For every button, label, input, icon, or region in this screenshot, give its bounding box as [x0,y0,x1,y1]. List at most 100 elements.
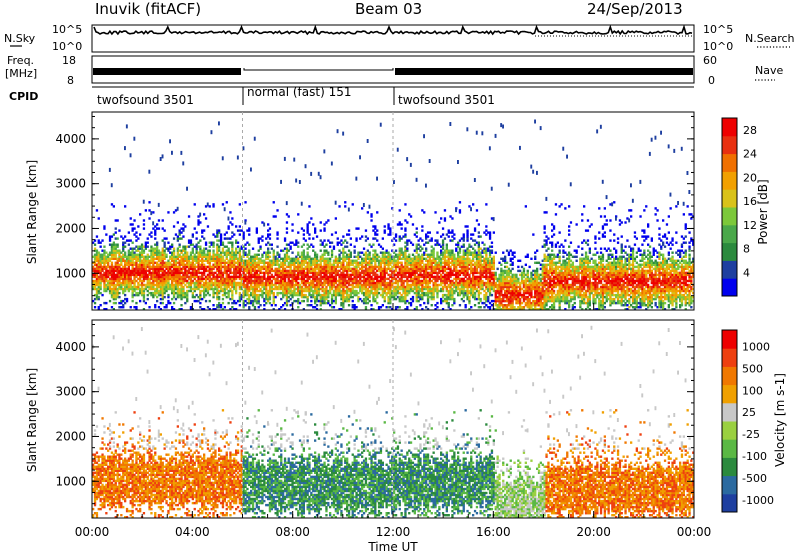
heatmap-cell [306,299,309,303]
heatmap-cell [330,301,334,305]
heatmap-cell [306,231,309,234]
heatmap-cell [163,263,166,266]
heatmap-cell [161,291,164,295]
heatmap-cell [99,245,102,248]
heatmap-cell [276,261,279,264]
heatmap-cell [93,259,97,262]
heatmap-cell [278,271,281,275]
heatmap-cell [379,281,383,285]
heatmap-cell [212,293,215,297]
heatmap-cell [152,227,155,230]
heatmap-cell [133,289,136,293]
heatmap-cell [244,251,247,254]
heatmap-cell [346,269,349,273]
heatmap-cell [265,253,268,256]
heatmap-cell [261,221,264,224]
heatmap-cell [229,267,232,271]
heatmap-cell [208,299,211,303]
heatmap-cell [389,299,392,303]
heatmap-cell [464,304,467,307]
heatmap-cell [426,267,430,271]
heatmap-cell [428,231,431,234]
heatmap-cell [473,269,477,273]
heatmap-cell [329,304,332,307]
heatmap-cell [347,269,351,273]
heatmap-cell [156,279,159,283]
heatmap-cell [276,277,279,281]
heatmap-cell [231,275,234,279]
heatmap-cell [344,283,347,287]
heatmap-cell [389,283,392,287]
heatmap-cell [95,279,99,283]
heatmap-cell [443,275,447,279]
heatmap-cell [304,261,307,264]
heatmap-cell [346,245,349,248]
heatmap-cell [240,247,243,250]
heatmap-cell [140,269,144,273]
heatmap-cell [270,281,273,285]
heatmap-cell [361,259,364,262]
heatmap-cell [449,265,452,269]
heatmap-cell [110,306,114,309]
heatmap-cell [323,245,326,248]
heatmap-cell [308,283,311,287]
noise-panel: N.Sky 10^5 10^0 N.Search 10^5 10^0 [4,23,795,53]
heatmap-cell [259,257,262,260]
heatmap-cell [184,245,187,248]
heatmap-cell [146,293,149,297]
heatmap-cell [95,263,99,266]
heatmap-cell [349,289,352,293]
heatmap-cell [131,291,134,295]
heatmap-cell [120,283,123,287]
heatmap-cell [419,275,422,279]
heatmap-cell [105,285,108,289]
heatmap-cell [312,281,315,285]
heatmap-cell [449,279,452,283]
heatmap-cell [374,291,377,295]
heatmap-cell [438,265,441,269]
heatmap-cell [282,293,285,297]
heatmap-cell [287,249,290,252]
heatmap-cell [293,267,296,271]
heatmap-cell [197,219,200,222]
heatmap-cell [161,277,164,281]
heatmap-cell [434,261,437,264]
heatmap-cell [389,291,392,295]
heatmap-cell [255,295,258,299]
heatmap-cell [364,235,368,238]
heatmap-cell [253,295,257,299]
heatmap-cell [120,271,123,275]
heatmap-cell [475,281,479,285]
heatmap-cell [255,277,258,281]
heatmap-cell [408,273,411,277]
heatmap-cell [208,249,211,252]
heatmap-cell [263,297,266,301]
heatmap-cell [325,289,328,293]
heatmap-cell [330,265,334,269]
heatmap-cell [432,253,435,256]
heatmap-cell [125,277,129,281]
heatmap-cell [314,277,317,281]
heatmap-cell [186,259,189,262]
heatmap-cell [297,289,300,293]
heatmap-cell [282,289,285,293]
heatmap-cell [323,283,326,287]
heatmap-cell [171,273,174,277]
heatmap-cell [176,283,179,287]
heatmap-cell [150,211,153,216]
heatmap-cell [453,237,456,240]
heatmap-cell [445,287,448,291]
heatmap-cell [366,291,369,295]
heatmap-cell [297,261,300,264]
heatmap-cell [116,287,119,291]
heatmap-cell [325,221,328,224]
heatmap-cell [361,279,364,283]
heatmap-cell [135,263,138,266]
heatmap-cell [229,221,232,224]
heatmap-cell [210,130,213,135]
heatmap-cell [325,285,328,289]
heatmap-cell [368,265,371,269]
heatmap-cell [468,295,471,299]
heatmap-cell [355,261,358,264]
heatmap-cell [477,293,480,297]
